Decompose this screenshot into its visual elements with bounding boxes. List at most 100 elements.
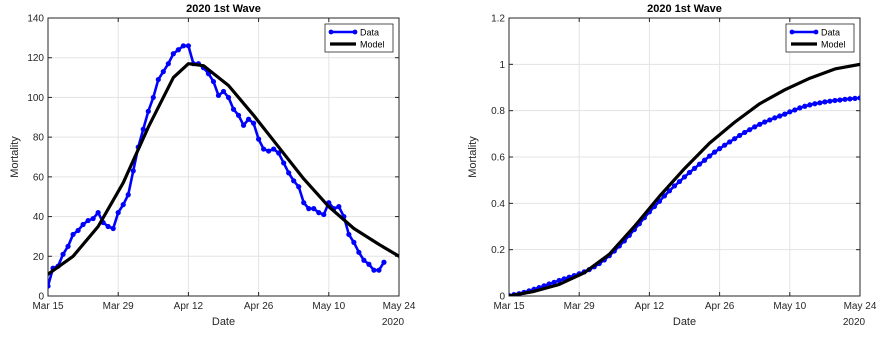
chart2-series-data-point <box>752 124 758 130</box>
chart2-series-data-point <box>686 169 693 176</box>
chart2-series-data-point <box>701 157 708 163</box>
chart1-legend-marker <box>328 29 334 35</box>
chart2-series-data-point <box>852 95 858 101</box>
chart2-legend-label-data: Data <box>821 28 840 38</box>
chart1-y-axis-label: Mortality <box>9 136 21 178</box>
chart1-series-data-point <box>291 178 297 184</box>
chart1-series-data-point <box>220 88 227 95</box>
chart1-x-tick-label: Apr 26 <box>244 301 274 312</box>
chart2-x-tick-label: May 24 <box>844 301 877 312</box>
chart1-series-data-point <box>210 78 217 85</box>
chart1-series-model-line <box>48 62 399 276</box>
chart1-series-data-point <box>256 136 262 142</box>
chart1-series-data-point <box>145 108 151 114</box>
chart1-legend-label-model: Model <box>360 40 385 50</box>
chart2-series-model-line <box>509 62 860 296</box>
chart1-series-data-point <box>321 211 327 218</box>
chart2-series-data-point <box>671 183 678 189</box>
chart1-series-data-point <box>261 146 267 152</box>
chart2-series-data-point <box>767 117 773 123</box>
chart1-series-data-point <box>316 210 322 216</box>
chart1: 0 20 40 60 80 100 120 140 Mar 15 Mar 29 Apr 12 Apr … <box>9 3 416 328</box>
chart2-series-data-point <box>551 279 557 285</box>
chart2-series-data-point <box>681 174 688 180</box>
chart1-series-data-point <box>85 217 91 224</box>
chart1-series-data <box>48 43 387 289</box>
chart1-x-tick-label: Apr 12 <box>174 301 204 312</box>
chart1-series-data-point <box>306 206 312 212</box>
chart1-y-tick-label: 20 <box>33 252 45 263</box>
chart1-series-data-point <box>70 231 76 238</box>
chart1-series-data-point <box>165 61 171 67</box>
chart2-legend-marker <box>813 29 819 35</box>
chart2-series-data-point <box>812 101 818 107</box>
chart2-series-data-point <box>802 103 808 109</box>
chart2-series-data-point <box>556 277 562 284</box>
chart1-series-data-point <box>160 69 166 75</box>
chart1-x-axis-label: Date <box>212 316 235 328</box>
chart1-series-data-point <box>271 146 277 152</box>
chart2-series-data-point <box>807 102 813 108</box>
chart1-series-data-point <box>235 112 242 118</box>
chart2-series-data-point <box>787 109 793 115</box>
chart1-title: 2020 1st Wave <box>186 3 261 15</box>
chart1-legend-marker <box>352 29 358 35</box>
chart1-series-data-point <box>110 225 116 232</box>
chart1-series-data-point <box>276 150 282 156</box>
chart2-series-data-point <box>742 129 748 136</box>
chart1-series-data-point <box>175 47 181 53</box>
chart1-x-year-label: 2020 <box>382 317 405 328</box>
chart2-series-data-point <box>757 121 763 127</box>
chart1-series-model <box>48 62 399 276</box>
chart2-legend-label-model: Model <box>821 40 846 50</box>
chart1-series-data-point <box>105 223 111 230</box>
chart2-series-data-point <box>666 188 673 194</box>
chart2-series-data-point <box>777 113 783 119</box>
chart2-series-data-point <box>722 142 728 148</box>
chart2: 0 0.2 0.4 0.6 0.8 1 1.2 Mar 15 Mar 29 Apr 12 Apr 2… <box>467 3 877 328</box>
chart1-axes-frame <box>47 17 400 297</box>
chart2-series-data-point <box>737 132 743 139</box>
chart1-series-data-point <box>155 76 161 83</box>
chart2-series-data-point <box>817 100 823 106</box>
chart1-series-data-point <box>185 43 191 49</box>
chart2-x-tick-label: Mar 29 <box>564 301 596 312</box>
chart2-series-data-point <box>857 95 860 101</box>
chart1-series-data-point <box>296 184 302 190</box>
chart2-legend: Data Model <box>785 23 855 53</box>
chart1-legend-box <box>324 23 394 53</box>
chart1-y-tick-label: 40 <box>33 212 45 223</box>
chart2-y-tick-label: 0.8 <box>491 106 505 117</box>
chart1-series-data-point <box>180 43 186 49</box>
chart1-legend-label-data: Data <box>360 28 379 38</box>
chart1-y-tick-label: 100 <box>27 93 44 104</box>
chart2-series-data-point <box>832 97 838 104</box>
chart1-series-data-point <box>230 106 237 112</box>
chart1-series-data-point <box>170 51 176 57</box>
chart1-y-tick-label: 80 <box>33 133 45 144</box>
chart2-series-data-point <box>727 139 733 145</box>
chart1-series-data-point <box>351 239 357 245</box>
chart2-series-data-point <box>847 96 853 102</box>
chart1-series-data-point <box>245 116 252 122</box>
chart1-series-data-point <box>115 210 121 216</box>
chart1-plot-area <box>48 18 399 296</box>
chart1-series-data-point <box>125 192 131 198</box>
chart1-series-data-point <box>336 204 342 210</box>
chart1-series-data-point <box>65 243 71 249</box>
chart1-series-data-point <box>75 227 81 234</box>
chart1-y-tick-label: 60 <box>33 172 45 183</box>
chart1-series-data-point <box>286 170 292 176</box>
chart1-series-data-point <box>250 120 257 126</box>
chart2-series-data-point <box>717 146 723 152</box>
chart1-series-data-point <box>225 94 232 101</box>
chart1-series-data-point <box>150 94 156 101</box>
chart2-series-data-point <box>762 119 768 125</box>
chart1-y-tick-label: 0 <box>38 292 44 303</box>
chart1-series-data-point <box>281 160 287 166</box>
chart1-series-data-point <box>215 92 222 99</box>
chart1-series-data-point <box>240 122 247 128</box>
chart2-x-tick-label: Apr 26 <box>705 301 735 312</box>
chart1-series-data-point <box>361 257 367 263</box>
